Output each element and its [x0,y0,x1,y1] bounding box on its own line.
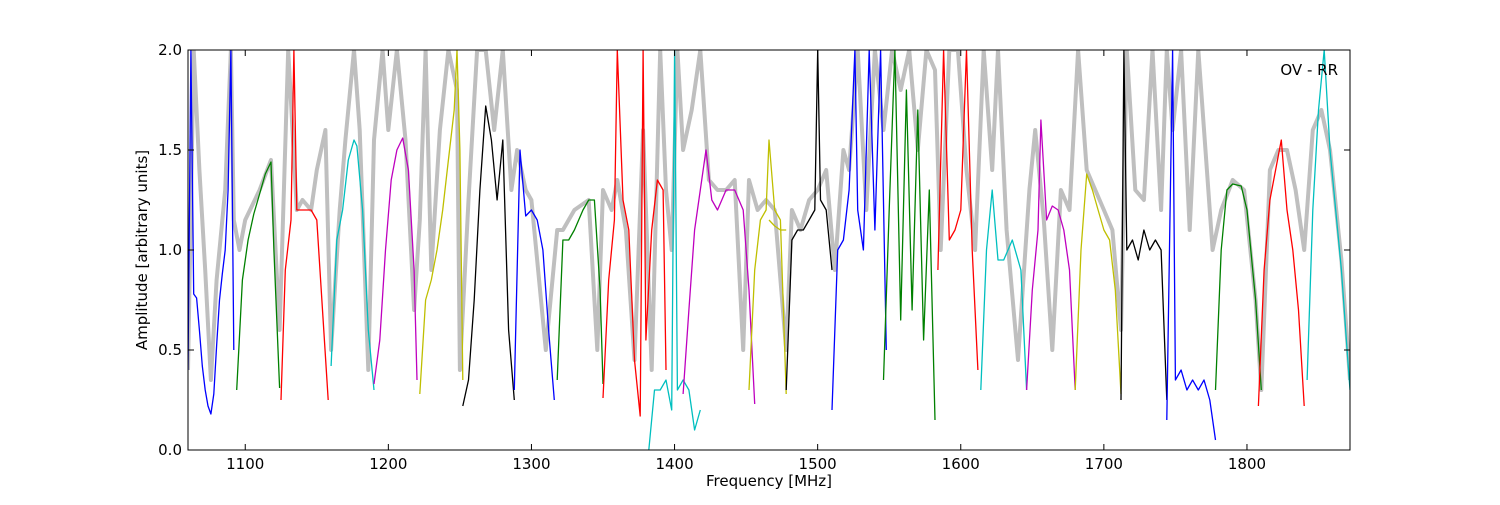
x-tick-label: 1200 [369,455,407,473]
series-line-21 [1074,173,1122,395]
series-line-24 [1214,183,1262,391]
x-tick-label: 1500 [799,455,837,473]
x-tick-label: 1700 [1085,455,1123,473]
y-tick-label: 1.0 [158,241,182,259]
series-line-3 [280,50,329,401]
y-tick-label: 0.0 [158,441,182,459]
series-line-10 [602,50,667,417]
series-line-7 [462,105,515,407]
tick-layer: 1100 1200 1300 1400 1500 1600 1700 1800 0.0 0.5 1.… [158,41,1350,473]
series-line-13 [748,139,787,395]
x-tick-label: 1100 [226,455,264,473]
series-line-4 [330,139,375,391]
series-line-6 [419,50,464,395]
annotation-label: OV - RR [1280,61,1338,79]
y-tick-label: 0.5 [158,341,182,359]
series-line-8 [513,149,555,401]
series-line-2 [236,161,281,391]
series-line-17 [882,50,936,421]
series-layer [188,50,1350,450]
series-line-23 [1166,50,1217,441]
series-line-15 [785,50,833,391]
series-line-5 [373,137,418,385]
series-line-18 [937,50,979,371]
y-axis-label: Amplitude [arbitrary units] [133,150,151,350]
series-line-16 [831,50,887,411]
series-line-26 [1306,50,1350,391]
x-tick-label: 1300 [512,455,550,473]
y-tick-label: 2.0 [158,41,182,59]
series-line-14 [768,219,787,231]
x-tick-label: 1800 [1228,455,1266,473]
x-axis-label: Frequency [MHz] [706,472,832,490]
series-line-11 [648,50,701,450]
series-line-19 [980,189,1028,391]
series-line-25 [1257,139,1305,407]
series-line-1 [188,50,235,415]
series-line-22 [1120,50,1168,401]
series-line-20 [1025,119,1076,391]
x-tick-label: 1400 [655,455,693,473]
series-line-9 [556,199,604,385]
y-tick-label: 1.5 [158,141,182,159]
series-line-12 [682,149,756,405]
raw-series-line [188,50,1350,392]
x-tick-label: 1600 [942,455,980,473]
